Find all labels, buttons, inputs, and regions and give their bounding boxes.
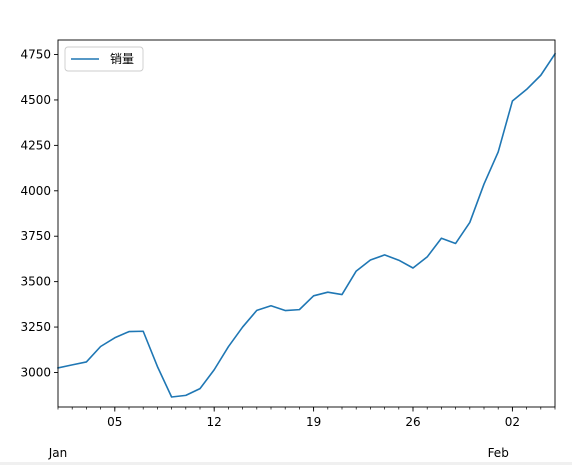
y-tick-label: 3000 xyxy=(20,365,51,379)
y-tick-label: 3500 xyxy=(20,275,51,289)
x-month-label: Feb xyxy=(488,446,509,460)
x-month-label: Jan xyxy=(48,446,68,460)
x-tick-label: 12 xyxy=(207,415,222,429)
y-axis: 3000 3250 3500 3750 4000 4250 4500 4750 xyxy=(20,48,58,379)
x-tick-label: 26 xyxy=(405,415,420,429)
x-tick-label: 05 xyxy=(107,415,122,429)
window-bottom-strip xyxy=(0,462,572,465)
legend: 销量 xyxy=(64,46,144,72)
x-tick-label: 19 xyxy=(306,415,321,429)
legend-label-sales: 销量 xyxy=(110,52,134,66)
x-tick-label: 02 xyxy=(505,415,520,429)
legend-box xyxy=(64,46,144,72)
y-tick-label: 4500 xyxy=(20,93,51,107)
y-tick-label: 4750 xyxy=(20,48,51,62)
series-line-sales xyxy=(57,52,557,398)
y-tick-label: 3750 xyxy=(20,229,51,243)
y-tick-label: 4000 xyxy=(20,184,51,198)
plot-frame xyxy=(57,39,556,408)
plot-area xyxy=(58,40,555,407)
y-tick-label: 3250 xyxy=(20,320,51,334)
x-axis: 05 12 19 26 02 Jan Feb xyxy=(48,407,556,460)
y-tick-label: 4250 xyxy=(20,138,51,152)
